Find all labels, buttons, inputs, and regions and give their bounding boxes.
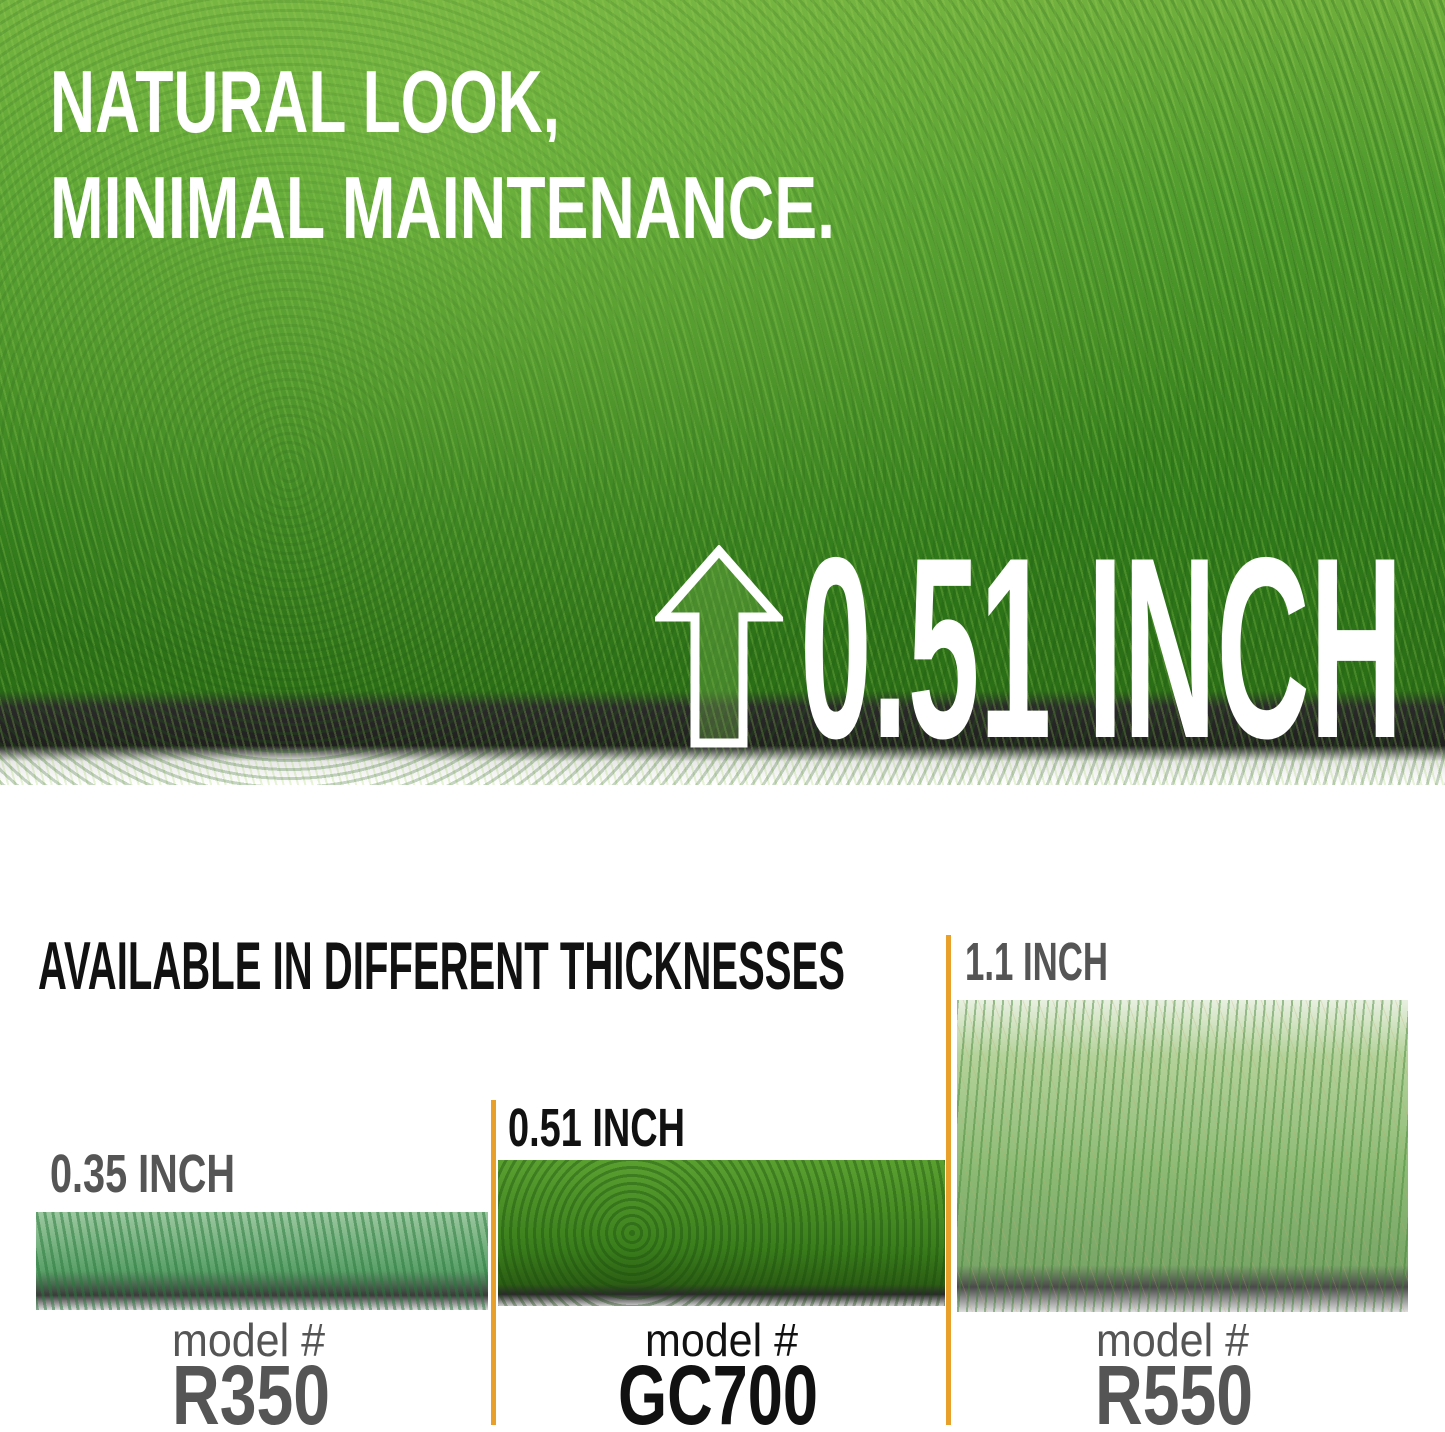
- model-label: model #: [172, 1318, 325, 1364]
- pile-height-label: 0.51 INCH: [800, 545, 1403, 745]
- thickness-text: 1.1 INCH: [965, 936, 1108, 986]
- thickness-label-gc700: 0.51 INCH: [508, 1102, 685, 1152]
- section-title-text: AVAILABLE IN DIFFERENT THICKNESSES: [38, 935, 845, 997]
- model-label-text: model #: [1096, 1318, 1249, 1364]
- headline-line-2-text: MINIMAL MAINTENANCE.: [50, 168, 835, 248]
- model-label: model #: [645, 1318, 798, 1364]
- grass-sample-r350: [36, 1212, 488, 1310]
- section-title: AVAILABLE IN DIFFERENT THICKNESSES: [38, 935, 845, 997]
- hero-grass-photo: [0, 0, 1445, 785]
- model-label: model #: [1096, 1318, 1249, 1364]
- headline-line-1: NATURAL LOOK,: [50, 62, 560, 142]
- thickness-label-r550: 1.1 INCH: [965, 936, 1108, 986]
- divider-line: [946, 935, 951, 1425]
- model-number-text: GC700: [618, 1362, 818, 1430]
- pile-height-text: 0.51 INCH: [800, 545, 1403, 745]
- thickness-text: 0.35 INCH: [50, 1148, 235, 1198]
- model-number-text: R350: [172, 1362, 330, 1430]
- model-number-text: R550: [1095, 1362, 1253, 1430]
- thickness-label-r350: 0.35 INCH: [50, 1148, 235, 1198]
- model-label-text: model #: [645, 1318, 798, 1364]
- headline-line-2: MINIMAL MAINTENANCE.: [50, 168, 835, 248]
- thickness-text: 0.51 INCH: [508, 1102, 685, 1152]
- headline-line-1-text: NATURAL LOOK,: [50, 62, 560, 142]
- model-number-gc700: GC700: [618, 1362, 818, 1430]
- grass-sample-gc700: [498, 1160, 945, 1306]
- model-label-text: model #: [172, 1318, 325, 1364]
- divider-line: [491, 1100, 496, 1425]
- grass-sample-r550: [957, 1000, 1408, 1312]
- model-number-r350: R350: [172, 1362, 330, 1430]
- up-arrow-icon: [655, 545, 783, 748]
- model-number-r550: R550: [1095, 1362, 1253, 1430]
